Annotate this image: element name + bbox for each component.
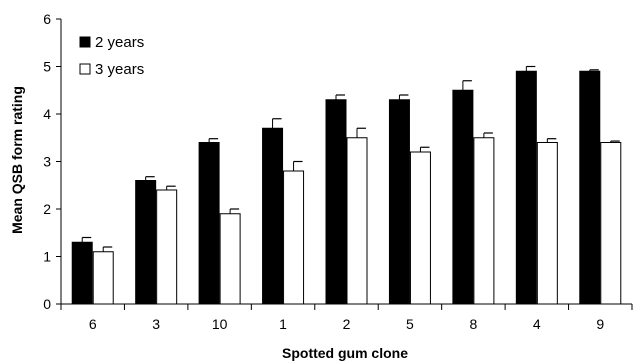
x-tick-label: 2: [343, 316, 351, 332]
bar-3-years: [600, 142, 622, 305]
x-tick-label: 9: [596, 316, 604, 332]
bar-2-years: [388, 99, 410, 305]
x-tick-label: 8: [469, 316, 477, 332]
y-tick-label: 3: [43, 154, 51, 170]
y-axis-title: Mean QSB form rating: [9, 86, 25, 234]
bar-2-years: [71, 241, 93, 305]
bar-3-years: [536, 142, 558, 305]
chart-legend: 2 years 3 years: [79, 34, 144, 78]
legend-label: 2 years: [95, 34, 144, 51]
legend-swatch: [79, 36, 91, 48]
bar-3-years: [283, 170, 305, 305]
x-tick-label: 5: [406, 316, 414, 332]
bar-2-years: [135, 180, 157, 305]
y-tick-label: 4: [43, 106, 51, 122]
bar-2-years: [452, 89, 474, 305]
x-tick-label: 4: [533, 316, 541, 332]
bar-2-years: [325, 99, 347, 305]
bar-2-years: [515, 70, 537, 305]
chart-error-bars: [81, 65, 620, 252]
bar-3-years: [219, 213, 241, 305]
bar-3-years: [156, 189, 178, 305]
bar-3-years: [92, 251, 114, 305]
x-tick-label: 6: [89, 316, 97, 332]
bar-3-years: [409, 151, 431, 305]
legend-swatch: [79, 63, 91, 75]
legend-label: 3 years: [95, 61, 144, 78]
x-tick-label: 10: [212, 316, 228, 332]
bar-2-years: [198, 142, 220, 305]
chart-bars: [71, 70, 622, 305]
x-tick-label: 1: [279, 316, 287, 332]
y-tick-label: 5: [43, 59, 51, 75]
x-axis-title: Spotted gum clone: [282, 345, 408, 361]
bar-2-years: [262, 127, 284, 305]
bar-2-years: [579, 70, 601, 305]
y-tick-label: 6: [43, 11, 51, 27]
y-tick-label: 1: [43, 249, 51, 265]
y-tick-label: 0: [43, 296, 51, 312]
y-tick-label: 2: [43, 201, 51, 217]
bar-3-years: [346, 137, 368, 305]
x-tick-label: 3: [152, 316, 160, 332]
bar-3-years: [473, 137, 495, 305]
